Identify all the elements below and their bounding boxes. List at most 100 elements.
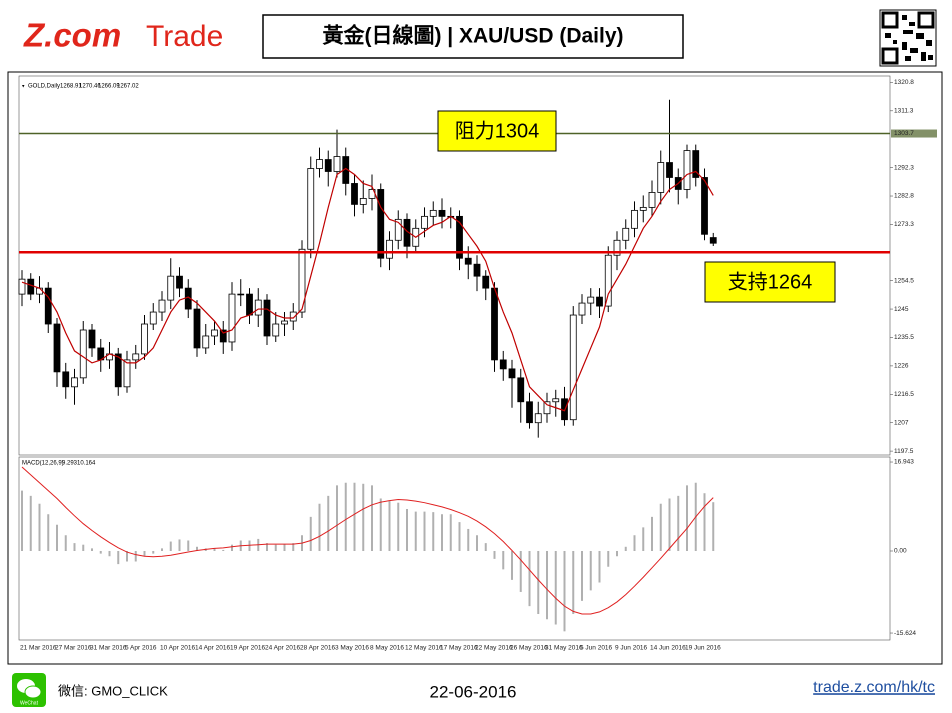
macd-bar: [108, 550, 111, 557]
y-tick-label: 1320.8: [894, 79, 914, 86]
macd-bar: [397, 502, 400, 551]
macd-bar: [467, 528, 470, 551]
level-axis-tag: [891, 129, 937, 138]
macd-bar: [414, 511, 417, 551]
candle-body: [657, 162, 665, 193]
macd-bar: [318, 503, 321, 551]
macd-bar: [187, 540, 190, 551]
candle-body: [53, 323, 61, 373]
macd-bar: [152, 550, 155, 554]
x-tick-label: 24 Apr 2016: [265, 645, 300, 652]
candle-body: [263, 299, 271, 337]
macd-bar: [29, 495, 32, 551]
macd-bar: [388, 501, 391, 551]
candle-body: [359, 198, 367, 205]
site-link[interactable]: trade.z.com/hk/tc: [813, 679, 935, 696]
macd-bar: [99, 550, 102, 554]
macd-bar: [423, 511, 426, 551]
candle-body: [219, 329, 227, 343]
macd-bar: [117, 550, 120, 565]
title-box: [262, 14, 684, 59]
macd-bar: [47, 514, 50, 551]
marker: ▾: [22, 83, 25, 89]
x-tick-label: 19 Jun 2016: [685, 645, 721, 652]
wechat-icon-label: WeChat: [20, 700, 39, 706]
y-tick-label: 1216.5: [894, 391, 914, 398]
y-tick-label: 1226: [894, 363, 909, 370]
macd-bar: [651, 516, 653, 551]
candle-body: [71, 377, 78, 388]
candle-body: [176, 275, 183, 289]
macd-panel: [18, 456, 891, 641]
candle-body: [114, 353, 122, 388]
macd-bar: [196, 546, 198, 551]
level-axis-label: 1303.7: [894, 130, 914, 137]
y-tick-label: 1282.8: [894, 193, 914, 200]
x-tick-label: 5 Jun 2016: [580, 645, 613, 652]
macd-info-value: 9.293: [62, 461, 78, 467]
candle-body: [377, 189, 385, 259]
x-tick-label: 8 May 2016: [370, 645, 404, 652]
candle-body: [438, 209, 446, 217]
macd-bar: [213, 548, 216, 551]
candle-body: [351, 183, 358, 205]
macd-bar: [502, 550, 505, 570]
x-tick-label: 26 May 2016: [510, 645, 548, 652]
candle-body: [237, 293, 245, 296]
macd-bar: [546, 550, 548, 620]
wechat-icon: WeChat: [12, 673, 46, 707]
chart-info-value: 1270.46: [79, 84, 101, 90]
candle-body: [149, 311, 157, 325]
macd-bar: [668, 498, 671, 551]
candle-body: [27, 278, 35, 295]
macd-bar: [161, 548, 163, 551]
y-tick-label: 1311.3: [894, 108, 914, 115]
candle-body: [596, 296, 603, 307]
y-tick-label: 16.943: [894, 459, 914, 466]
macd-bar: [327, 495, 330, 551]
candle-body: [499, 359, 507, 370]
x-tick-label: 14 Apr 2016: [195, 645, 230, 652]
macd-bar: [519, 550, 522, 592]
page-title: 黃金(日線圖) | XAU/USD (Daily): [322, 24, 623, 48]
macd-bar: [563, 550, 566, 632]
y-tick-label: 1235.5: [894, 334, 914, 341]
macd-bar: [616, 550, 618, 557]
macd-bar: [82, 544, 85, 551]
candle-body: [228, 293, 236, 343]
candle-body: [394, 218, 402, 241]
macd-bar: [554, 550, 557, 625]
macd-bar: [362, 483, 365, 551]
candle-body: [298, 248, 306, 313]
candle-body: [272, 323, 280, 337]
macd-bar: [633, 535, 636, 551]
x-tick-label: 10 Apr 2016: [160, 645, 195, 652]
candle-body: [639, 206, 647, 211]
candle-body: [307, 168, 315, 250]
x-tick-label: 12 May 2016: [405, 645, 443, 652]
candle-body: [508, 368, 516, 379]
macd-bar: [432, 512, 435, 551]
x-tick-label: 9 Jun 2016: [615, 645, 648, 652]
candle-body: [141, 323, 148, 355]
chart-info-value: 1266.09: [98, 84, 120, 90]
level-box: [704, 261, 836, 303]
candle-body: [18, 278, 26, 295]
macd-bar: [283, 544, 286, 551]
candle-body: [701, 177, 708, 235]
candle-body: [316, 159, 323, 169]
macd-bar: [449, 514, 452, 551]
candle-body: [622, 227, 630, 241]
macd-bar: [642, 527, 645, 551]
macd-bar: [598, 550, 601, 583]
candle-body: [709, 237, 717, 244]
candle-body: [692, 150, 700, 178]
candle-body: [88, 329, 96, 349]
macd-bar: [231, 544, 233, 551]
y-tick-label: 1207: [894, 419, 909, 426]
candle-body: [421, 215, 428, 229]
macd-bar: [441, 514, 443, 551]
macd-bar: [134, 550, 137, 562]
